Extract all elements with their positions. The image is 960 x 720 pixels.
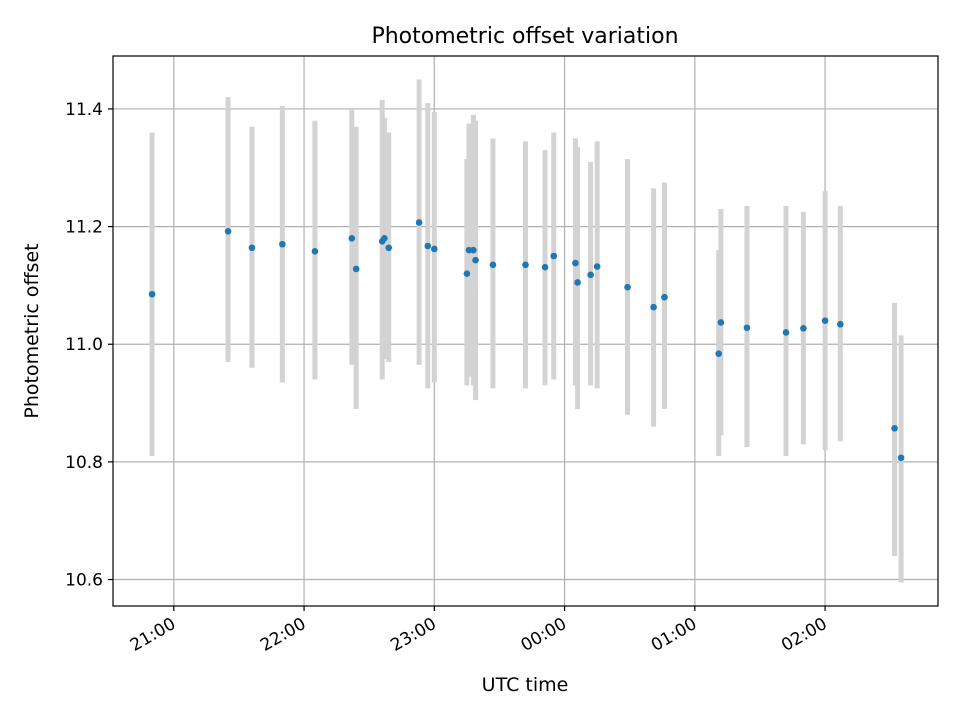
data-point — [650, 303, 657, 311]
data-point — [385, 244, 393, 252]
data-point — [148, 290, 156, 298]
data-point — [415, 219, 423, 226]
data-point — [837, 320, 844, 328]
data-point — [522, 261, 529, 269]
y-axis-ticks: 10.6 10.8 11.0 11.2 11.4 — [65, 100, 113, 591]
data-points — [148, 219, 905, 462]
data-point — [717, 319, 725, 326]
data-point — [897, 454, 905, 462]
y-tick-label: 10.6 — [65, 571, 103, 591]
y-tick-label: 11.4 — [65, 100, 103, 120]
data-point — [800, 325, 807, 332]
data-point — [891, 425, 898, 432]
data-point — [489, 261, 497, 269]
y-tick-label: 10.8 — [65, 453, 103, 473]
data-point — [463, 270, 471, 277]
data-point — [782, 329, 790, 336]
data-point — [550, 252, 558, 260]
data-point — [352, 265, 360, 273]
data-point — [470, 246, 477, 254]
y-tick-label: 11.0 — [65, 335, 103, 355]
data-point — [311, 247, 319, 255]
data-point — [381, 235, 388, 242]
data-point — [348, 235, 356, 242]
data-point — [279, 240, 286, 248]
data-point — [661, 293, 668, 301]
data-point — [574, 279, 581, 286]
data-point — [541, 263, 549, 271]
data-point — [431, 245, 438, 253]
y-tick-label: 11.2 — [65, 218, 103, 238]
chart-title: Photometric offset variation — [371, 24, 678, 49]
data-point — [472, 256, 479, 264]
data-point — [593, 263, 601, 270]
data-point — [248, 244, 256, 252]
data-point — [715, 350, 723, 357]
data-point — [572, 259, 579, 267]
data-point — [587, 271, 594, 279]
plot-frame — [112, 55, 939, 607]
data-point — [743, 324, 751, 332]
data-point — [424, 242, 432, 250]
data-point — [624, 283, 631, 291]
data-point — [224, 227, 232, 235]
data-point — [821, 317, 829, 325]
y-axis-label: Photometric offset — [21, 243, 43, 418]
x-axis-label: UTC time — [482, 674, 569, 696]
